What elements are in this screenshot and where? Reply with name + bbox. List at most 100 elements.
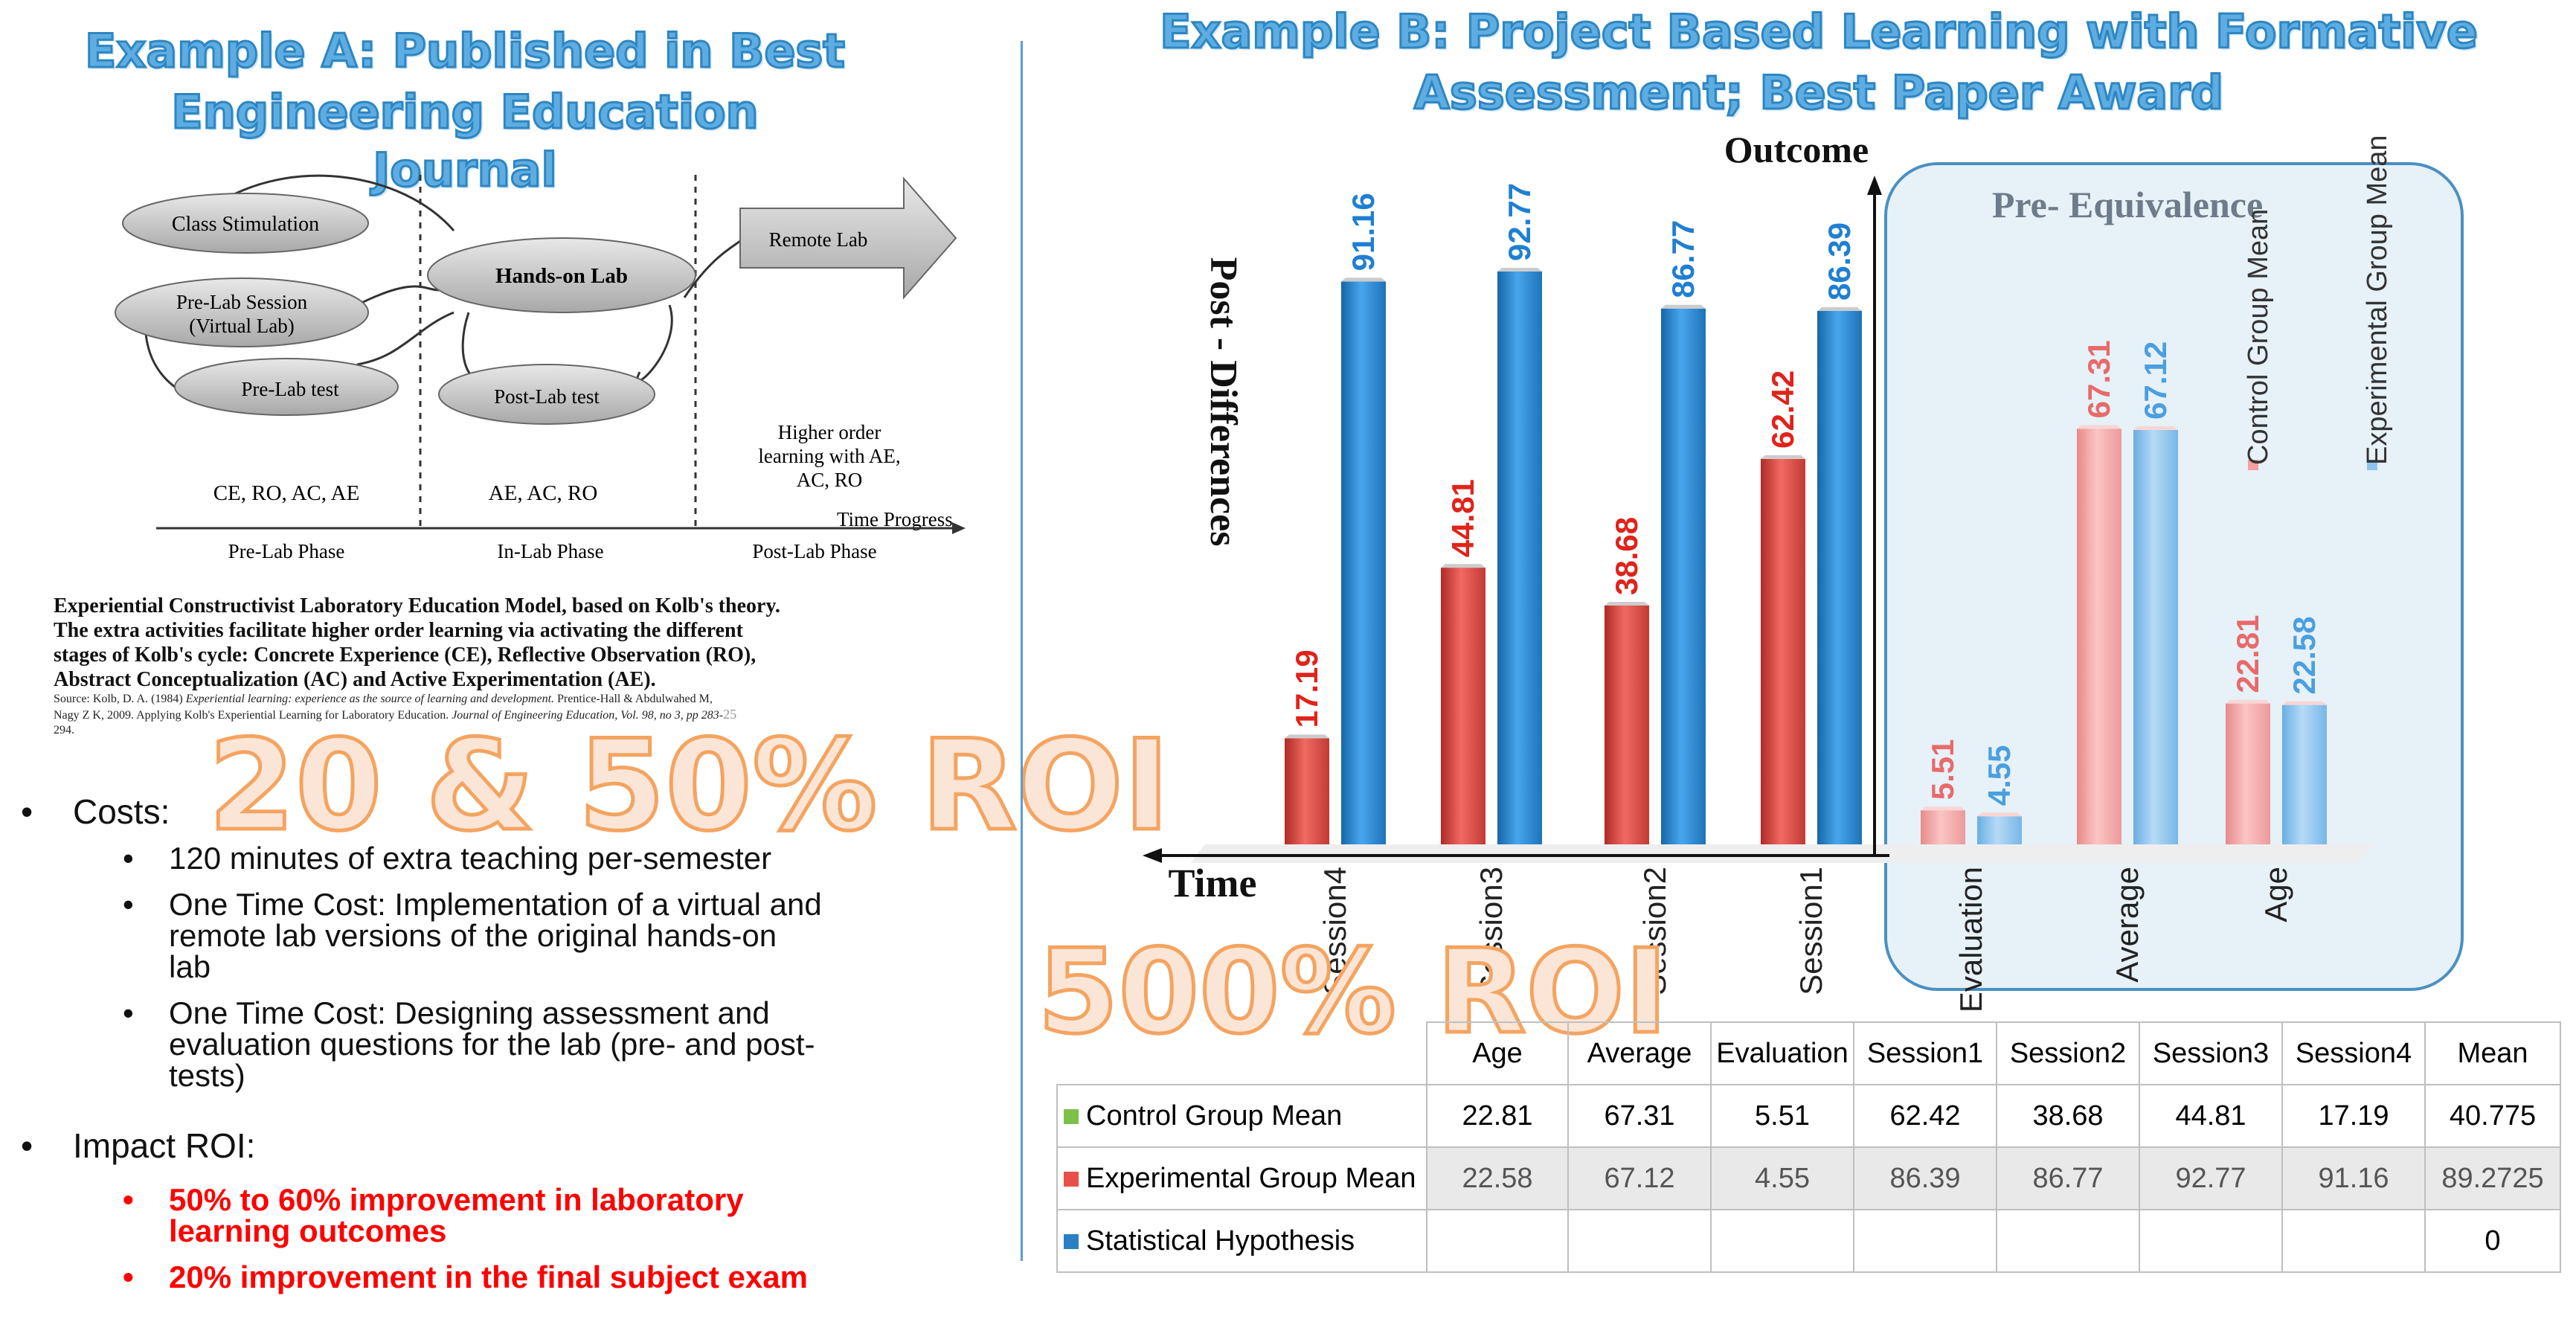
data-label: 67.12 — [2138, 341, 2173, 420]
table-cell: 22.81 — [1426, 1084, 1569, 1148]
table-cell — [1853, 1209, 1997, 1273]
bar-experimental-top — [1661, 304, 1706, 309]
stage-pre-lab: CE, RO, AC, AE — [213, 481, 360, 505]
table-cell: 17.19 — [2281, 1084, 2426, 1148]
costs-bullet: • Costs: — [21, 792, 170, 831]
higher-order-line3: AC, RO — [797, 469, 863, 491]
pre-lab-test-node — [174, 358, 399, 416]
bar-experimental-top — [1341, 277, 1386, 282]
outcome-label: Outcome — [1724, 129, 1869, 170]
phase-in-lab: In-Lab Phase — [497, 540, 603, 562]
data-label: 86.39 — [1822, 222, 1857, 301]
right-title-line2: Assessment; Best Paper Award — [1413, 65, 2224, 121]
table-cell: 5.51 — [1710, 1084, 1854, 1148]
tick-label: Session2 — [1637, 867, 1672, 995]
data-label: 22.81 — [2230, 615, 2265, 693]
legend-experimental: Experimental Group Mean — [2362, 135, 2393, 465]
hands-on-lab-label: Hands-on Lab — [495, 264, 628, 288]
table-cell: 22.58 — [1426, 1146, 1569, 1210]
impact-list: • 50% to 60% improvement in laboratory le… — [123, 1184, 978, 1293]
kolb-diagram: Class Stimulation Pre-Lab Session (Virtu… — [115, 174, 966, 562]
table-cell — [2139, 1209, 2283, 1273]
row-label-hypothesis: Statistical Hypothesis — [1086, 1225, 1355, 1257]
table-cell: 4.55 — [1710, 1146, 1854, 1210]
cost-item-3-cont2: tests) — [169, 1058, 245, 1093]
costs-label: Costs: — [73, 792, 170, 831]
caption-source: Source: Kolb, D. A. (1984) Experiential … — [54, 693, 737, 736]
impact-item-2: 20% improvement in the final subject exa… — [169, 1259, 808, 1294]
pre-lab-session-label: Pre-Lab Session — [176, 291, 308, 313]
table-cell: 40.775 — [2424, 1084, 2561, 1148]
bar-experimental — [1497, 272, 1542, 844]
tick-label: Session1 — [1793, 867, 1828, 995]
time-label: Time — [1169, 861, 1257, 905]
row-label-experimental: Experimental Group Mean — [1086, 1162, 1416, 1194]
data-label: 22.58 — [2287, 616, 2322, 694]
header-evaluation: Evaluation — [1710, 1021, 1854, 1085]
data-label: 44.81 — [1445, 479, 1480, 557]
remote-lab-label: Remote Lab — [769, 228, 868, 251]
header-session4: Session4 — [2281, 1021, 2426, 1085]
cost-item-2-cont2: lab — [169, 949, 211, 984]
table-cell: 89.2725 — [2424, 1146, 2561, 1210]
table-cell: 38.68 — [1996, 1084, 2140, 1148]
header-age: Age — [1426, 1021, 1569, 1085]
impact-bullet: • Impact ROI: — [21, 1126, 256, 1165]
table-cell — [1567, 1209, 1712, 1273]
table-cell — [2281, 1209, 2426, 1273]
caption-line3: stages of Kolb's cycle: Concrete Experie… — [54, 644, 757, 667]
class-stimulation-node — [122, 193, 369, 254]
data-label: 17.19 — [1289, 649, 1324, 728]
cost-item-3-cont1: evaluation questions for the lab (pre- a… — [169, 1027, 815, 1062]
cost-item-1: 120 minutes of extra teaching per-semest… — [169, 841, 772, 876]
bar-control — [2077, 429, 2121, 844]
impact-item-1: 50% to 60% improvement in laboratory — [169, 1182, 744, 1217]
right-title-line1: Example B: Project Based Learning with F… — [1159, 4, 2479, 60]
bar-control — [1921, 810, 1965, 844]
tick-label: Session3 — [1474, 867, 1509, 995]
header-session1: Session1 — [1853, 1021, 1997, 1085]
table-cell: 67.12 — [1567, 1146, 1712, 1210]
left-title-line1: Example A: Published in Best — [84, 23, 847, 80]
diagram-caption: Experiential Constructivist Laboratory E… — [54, 594, 1021, 692]
legend-experimental-swatch — [2367, 460, 2377, 470]
header-session3: Session3 — [2139, 1021, 2283, 1085]
data-label: 38.68 — [1609, 517, 1644, 595]
pre-lab-session-sub-label: (Virtual Lab) — [189, 315, 295, 337]
pre-lab-session-node — [115, 277, 369, 347]
table-cell — [1996, 1209, 2140, 1273]
hands-on-lab-node — [427, 237, 696, 313]
bar-experimental — [1977, 816, 2022, 844]
phase-pre-lab: Pre-Lab Phase — [228, 540, 345, 562]
table-cell: 92.77 — [2139, 1146, 2283, 1210]
bar-experimental — [2282, 705, 2327, 844]
table-cell: 67.31 — [1567, 1084, 1712, 1148]
legend-control: Control Group Mean — [2243, 209, 2274, 465]
header-mean: Mean — [2424, 1021, 2561, 1085]
bar-control — [1761, 458, 1805, 844]
y-axis-label: Post - Differences — [1202, 257, 1244, 547]
bar-control — [1605, 605, 1649, 844]
bar-experimental-top — [1497, 268, 1542, 272]
data-label: 92.77 — [1502, 183, 1537, 261]
table-cell — [1710, 1209, 1854, 1273]
bar-control-top — [1605, 601, 1649, 606]
table-cell: 0 — [2424, 1209, 2561, 1273]
bar-control-top — [1285, 734, 1329, 739]
data-label: 4.55 — [1982, 745, 2017, 806]
bar-experimental — [1661, 308, 1706, 845]
impact-label: Impact ROI: — [73, 1126, 256, 1165]
table-cell: 91.16 — [2281, 1146, 2426, 1210]
table-cell — [1426, 1209, 1569, 1273]
data-label: 5.51 — [1925, 739, 1960, 800]
header-session2: Session2 — [1996, 1021, 2140, 1085]
post-lab-test-node — [438, 364, 655, 425]
post-lab-test-label: Post-Lab test — [494, 385, 600, 408]
tick-label: Session4 — [1317, 867, 1352, 995]
caption-line4: Abstract Conceptualization (AC) and Acti… — [54, 668, 656, 691]
bar-control — [1441, 568, 1485, 844]
data-table-wrap: Age Average Evaluation Session1 Session2… — [1056, 1021, 2561, 1273]
bar-experimental-top — [2133, 426, 2178, 430]
bar-experimental-top — [1977, 812, 2022, 817]
